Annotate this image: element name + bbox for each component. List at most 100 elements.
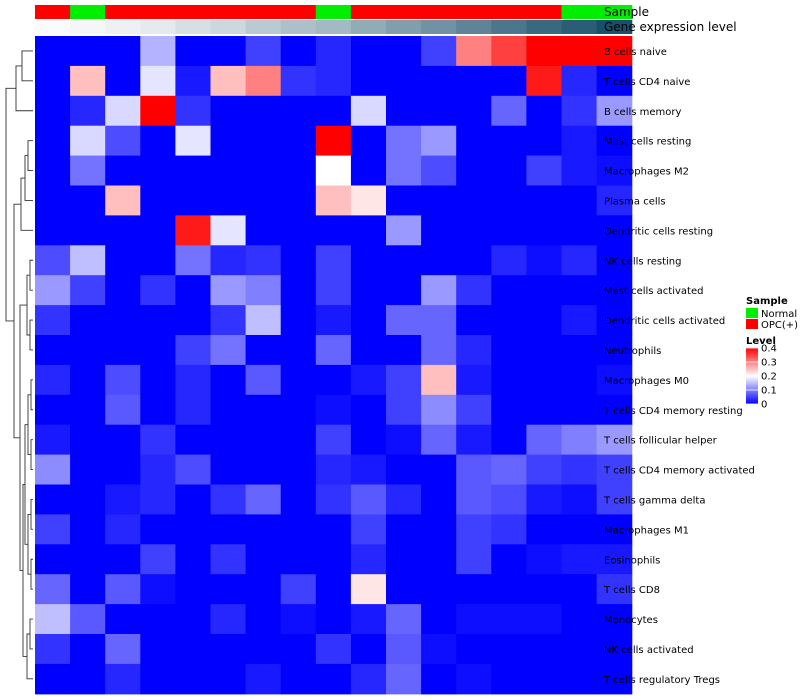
heatmap-cell xyxy=(596,544,633,575)
heatmap-cell xyxy=(350,484,387,515)
heatmap-cell xyxy=(35,275,71,306)
legend-level-tick-label: 0 xyxy=(761,400,767,411)
heatmap-cell xyxy=(526,95,563,127)
heatmap-cell xyxy=(35,663,71,695)
heatmap-cell xyxy=(175,36,212,67)
heatmap-cell xyxy=(491,125,527,157)
heatmap-cell xyxy=(280,424,317,456)
heatmap-cell xyxy=(561,275,598,306)
heatmap-cell xyxy=(526,364,563,396)
gene-expression-annotation-cell xyxy=(105,20,141,34)
heatmap-cell xyxy=(35,424,71,456)
heatmap-cell xyxy=(596,574,633,605)
heatmap-cell xyxy=(491,394,527,426)
heatmap-cell xyxy=(386,484,422,515)
heatmap-cell xyxy=(561,95,598,127)
heatmap-cell xyxy=(421,335,457,366)
heatmap-cell xyxy=(386,36,422,67)
legend-normal-label: Normal xyxy=(761,309,797,320)
heatmap-cell xyxy=(421,544,457,575)
heatmap-cell xyxy=(105,155,141,187)
heatmap-cell xyxy=(456,155,492,187)
heatmap-cell xyxy=(561,424,598,456)
dendrogram-branch xyxy=(24,155,33,201)
sample-annotation-cell xyxy=(175,5,212,19)
heatmap-cell xyxy=(491,663,527,695)
heatmap-cell xyxy=(245,215,282,246)
heatmap-cell xyxy=(456,484,492,515)
dendrogram-branch xyxy=(29,618,33,650)
heatmap-cell xyxy=(210,604,247,635)
heatmap-cell xyxy=(175,634,212,665)
heatmap-cell xyxy=(315,335,352,366)
heatmap-cell xyxy=(70,663,106,695)
heatmap-cell xyxy=(350,245,387,276)
heatmap-cell xyxy=(561,634,598,665)
heatmap-cell xyxy=(315,604,352,635)
heatmap-cell xyxy=(105,335,141,366)
heatmap-cell xyxy=(491,574,527,605)
heatmap-cell xyxy=(350,305,387,336)
heatmap-cell xyxy=(456,604,492,635)
dendrogram-branch xyxy=(5,87,16,322)
heatmap-cell xyxy=(491,65,527,97)
heatmap-cell xyxy=(210,574,247,605)
gene-expression-annotation-cell xyxy=(526,20,563,34)
heatmap-cell xyxy=(105,514,141,545)
legend-level-tick-label: 0.3 xyxy=(761,358,777,369)
heatmap-cell xyxy=(175,245,212,276)
legend-level-ticks: 0.4 0.3 0.2 0.1 0 xyxy=(746,344,777,411)
heatmap-cell xyxy=(280,215,317,246)
heatmap-cell xyxy=(280,36,317,67)
heatmap-cell xyxy=(105,36,141,67)
gene-expression-annotation-cell xyxy=(245,20,282,34)
heatmap-cell xyxy=(175,544,212,575)
sample-annotation-cell xyxy=(140,5,176,19)
heatmap-cell xyxy=(421,484,457,515)
row-label: Dendritic cells resting xyxy=(604,226,713,237)
sample-annotation-label: Sample xyxy=(604,5,649,19)
heatmap-cell xyxy=(315,514,352,545)
heatmap-cell xyxy=(105,245,141,276)
heatmap-cell xyxy=(526,634,563,665)
heatmap-cell xyxy=(140,215,176,246)
heatmap-cell xyxy=(350,514,387,545)
heatmap-cell xyxy=(70,125,106,157)
heatmap-cell xyxy=(491,484,527,515)
heatmap-cell xyxy=(245,634,282,665)
heatmap-cell xyxy=(315,95,352,127)
heatmap-cell xyxy=(456,394,492,426)
dendrogram-branch xyxy=(29,259,33,291)
legend-level-tick-label: 0.2 xyxy=(761,372,777,383)
heatmap-cell xyxy=(140,95,176,127)
heatmap-cell xyxy=(175,663,212,695)
row-label: T cells regulatory Tregs xyxy=(603,675,720,686)
heatmap-cell xyxy=(456,424,492,456)
heatmap-cell xyxy=(35,634,71,665)
heatmap-cell xyxy=(105,424,141,456)
row-label: B cells memory xyxy=(604,107,681,118)
heatmap-cell xyxy=(105,275,141,306)
heatmap-cell xyxy=(526,305,563,336)
heatmap-cell xyxy=(315,364,352,396)
heatmap-cell xyxy=(175,574,212,605)
heatmap-cell xyxy=(210,484,247,515)
dendrogram-branch xyxy=(30,558,33,590)
heatmap-cell xyxy=(210,275,247,306)
heatmap-cell xyxy=(526,185,563,216)
heatmap-cell xyxy=(386,574,422,605)
heatmap-cell xyxy=(35,125,71,157)
heatmap-cell xyxy=(526,394,563,426)
heatmap-cell xyxy=(561,335,598,366)
heatmap-cell xyxy=(491,335,527,366)
heatmap-cell xyxy=(491,305,527,336)
heatmap-cell xyxy=(280,185,317,216)
heatmap-cell xyxy=(105,185,141,216)
heatmap-cell xyxy=(421,514,457,545)
heatmap-cell xyxy=(175,95,212,127)
heatmap-cell xyxy=(210,65,247,97)
heatmap-cell xyxy=(35,484,71,515)
heatmap-cell xyxy=(210,155,247,187)
heatmap-cell xyxy=(210,663,247,695)
heatmap-cell xyxy=(280,663,317,695)
